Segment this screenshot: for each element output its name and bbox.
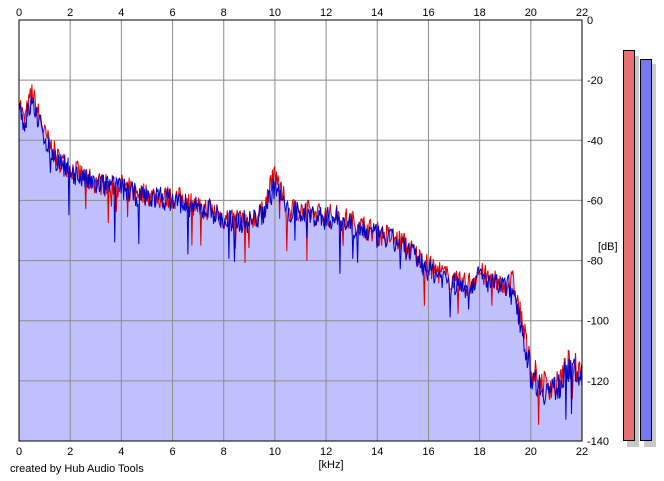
y-axis-unit-label: [dB]: [598, 241, 618, 253]
y-tick-label-1: -20: [587, 75, 603, 87]
x-tick-label-top-2: 4: [118, 7, 124, 19]
x-tick-label-bottom-2: 4: [118, 446, 124, 458]
y-tick-label-3: -60: [587, 195, 603, 207]
x-tick-label-top-10: 20: [525, 7, 537, 19]
x-tick-label-top-3: 6: [169, 7, 175, 19]
x-axis-unit-label: [kHz]: [318, 459, 343, 471]
x-tick-label-bottom-10: 20: [525, 446, 537, 458]
x-tick-label-bottom-11: 22: [576, 446, 588, 458]
x-tick-label-bottom-8: 16: [422, 446, 434, 458]
x-tick-label-bottom-9: 18: [474, 446, 486, 458]
x-tick-label-top-0: 0: [16, 7, 22, 19]
x-tick-label-top-9: 18: [474, 7, 486, 19]
x-tick-label-top-7: 14: [371, 7, 383, 19]
x-tick-label-bottom-0: 0: [16, 446, 22, 458]
plot-frame: [18, 19, 583, 442]
grid-layer: [19, 20, 582, 441]
x-tick-label-top-8: 16: [422, 7, 434, 19]
spectrum-area-fill: [19, 84, 582, 442]
y-tick-label-6: -120: [587, 376, 609, 388]
level-meter-right: [640, 59, 652, 441]
series-line-blue: [18, 95, 583, 420]
x-tick-label-bottom-3: 6: [169, 446, 175, 458]
y-tick-label-4: -80: [587, 256, 603, 268]
y-tick-label-5: -100: [587, 316, 609, 328]
x-tick-label-bottom-5: 10: [269, 446, 281, 458]
spectrum-fill-layer: [19, 84, 582, 442]
x-tick-label-top-1: 2: [67, 7, 73, 19]
credit-text: created by Hub Audio Tools: [10, 463, 144, 475]
x-tick-label-bottom-6: 12: [320, 446, 332, 458]
y-tick-label-0: 0: [587, 15, 593, 27]
series-layer: [18, 84, 583, 425]
x-tick-label-top-5: 10: [269, 7, 281, 19]
tick-label-layer: 002244668810101212141416161818202022220-…: [16, 7, 609, 458]
y-tick-label-7: -140: [587, 436, 609, 448]
x-tick-label-bottom-4: 8: [221, 446, 227, 458]
x-tick-label-top-4: 8: [221, 7, 227, 19]
x-tick-label-bottom-1: 2: [67, 446, 73, 458]
y-tick-label-2: -40: [587, 135, 603, 147]
x-tick-label-top-11: 22: [576, 7, 588, 19]
level-meter-left: [623, 50, 635, 441]
x-tick-label-top-6: 12: [320, 7, 332, 19]
x-tick-label-bottom-7: 14: [371, 446, 383, 458]
